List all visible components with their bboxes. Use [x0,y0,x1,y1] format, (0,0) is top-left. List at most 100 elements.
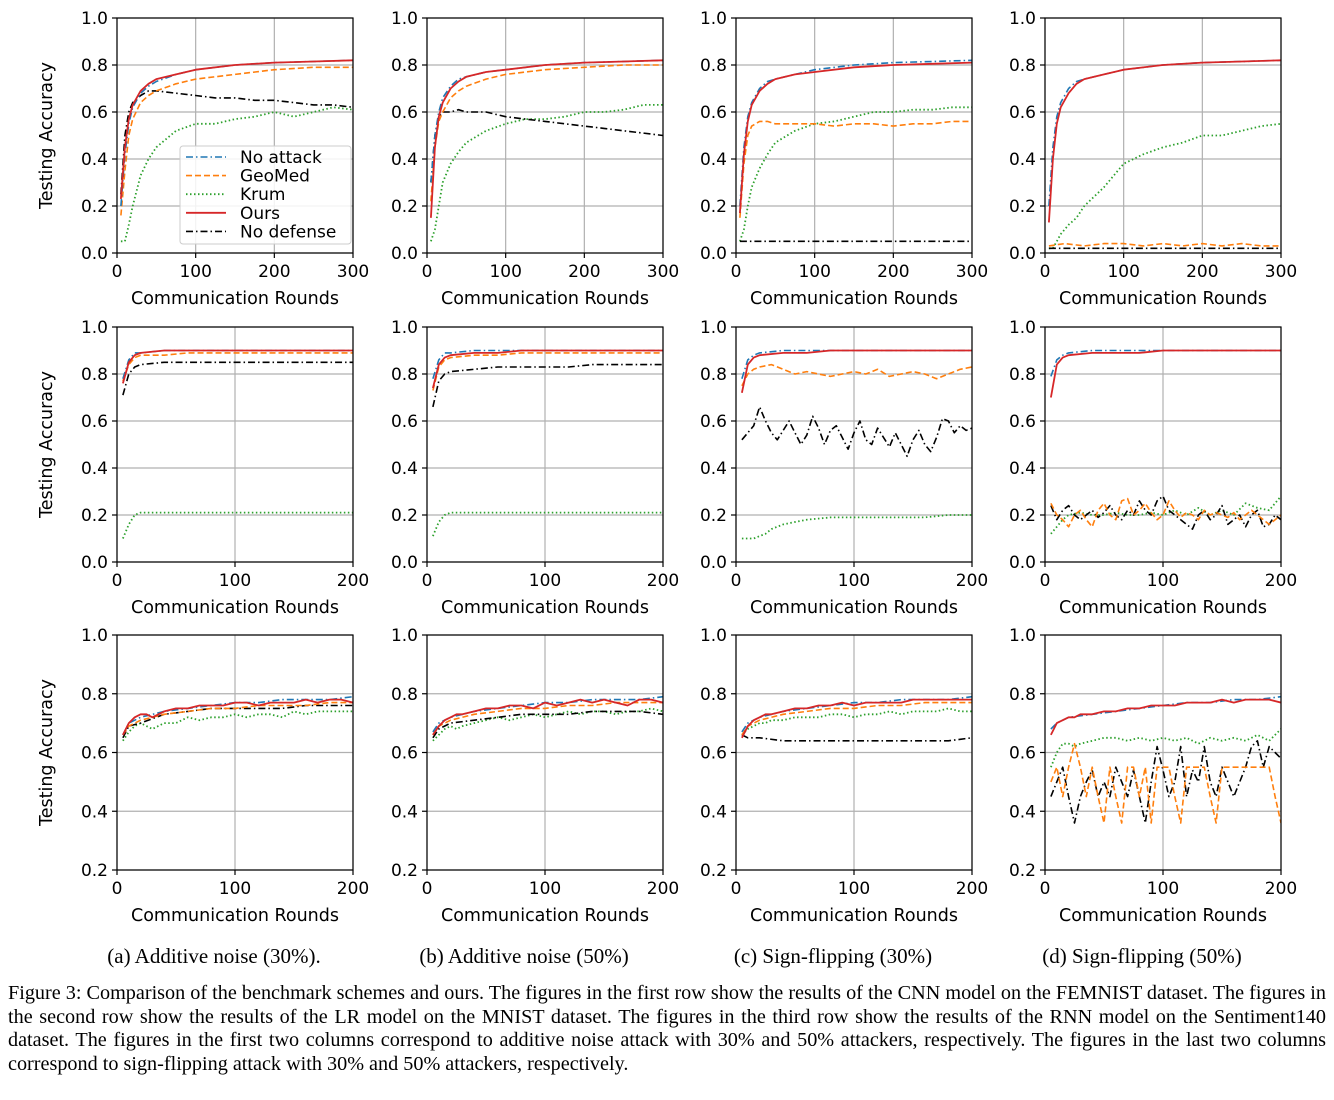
series-line-krum [432,511,663,537]
legend-label: No attack [240,148,322,168]
chart-panel-row3-d: 0 100 200 0.2 0.4 0.6 0.8 1.0 Communication Roun… [1009,626,1297,926]
axes-frame [1044,17,1282,254]
x-axis-label: Communication Rounds [131,289,339,309]
chart-panel-row2-c: 0 100 200 0.0 0.2 0.4 0.6 0.8 1.0 Communication R… [700,318,988,618]
chart-panel-row2-b: 0 100 200 0.0 0.2 0.4 0.6 0.8 1.0 Communication R… [391,318,679,618]
chart-panel-row3-a: 0 100 200 0.2 0.4 0.6 0.8 1.0 Communication Roun… [37,626,369,926]
x-tick-label: 100 [179,262,211,282]
series-line-no-defense [741,406,972,458]
chart-panel-row1-d: 0 100 200 300 0.0 0.2 0.4 0.6 0.8 1.0 Communicatio… [1009,9,1297,309]
axes-frame [426,17,664,254]
x-tick-label: 100 [529,879,561,899]
x-tick-label: 300 [1265,262,1297,282]
series-line-krum [122,511,353,539]
y-tick-label: 0.8 [1009,56,1036,76]
y-tick-label: 0.0 [1009,244,1036,264]
series-line-ours [122,698,353,736]
y-tick-label: 0.6 [700,744,727,764]
series-line-ours [1050,349,1281,398]
y-tick-label: 0.0 [700,244,727,264]
x-axis-label: Communication Rounds [1059,598,1267,618]
series-line-ours [120,59,353,199]
series-line-krum [741,514,972,540]
y-axis-label: Testing Accuracy [37,371,57,519]
series-line-no-defense [1050,495,1281,530]
x-tick-label: 100 [219,879,251,899]
series-line-geomed [1050,497,1281,528]
y-tick-label: 0.4 [81,459,108,479]
y-tick-label: 0.8 [1009,685,1036,705]
x-tick-label: 200 [1265,879,1297,899]
series-line-no-defense [430,108,663,183]
series-line-krum [1048,122,1281,250]
y-tick-label: 0.8 [81,685,108,705]
x-tick-label: 0 [422,571,433,591]
y-tick-label: 0.6 [700,103,727,123]
x-tick-label: 100 [1147,571,1179,591]
chart-panel-row1-c: 0 100 200 300 0.0 0.2 0.4 0.6 0.8 1.0 Communicatio… [700,9,988,309]
x-tick-label: 0 [422,262,433,282]
series-line-geomed [1048,242,1281,247]
x-tick-label: 0 [422,879,433,899]
y-tick-label: 0.2 [1009,197,1036,217]
legend-box [179,145,352,245]
x-tick-label: 300 [956,262,988,282]
y-tick-label: 0.4 [700,150,727,170]
x-tick-label: 200 [877,262,909,282]
x-tick-label: 200 [647,571,679,591]
legend-label: Ours [240,204,280,224]
x-axis-label: Communication Rounds [131,906,339,926]
y-tick-label: 0.4 [700,459,727,479]
y-tick-label: 0.6 [1009,103,1036,123]
y-tick-label: 0.0 [700,553,727,573]
y-tick-label: 1.0 [1009,626,1036,646]
x-tick-label: 100 [529,571,561,591]
x-tick-label: 0 [731,879,742,899]
y-axis-label: Testing Accuracy [37,62,57,210]
x-tick-label: 100 [838,879,870,899]
y-tick-label: 0.2 [700,197,727,217]
series-line-ours [741,349,972,393]
y-tick-label: 0.4 [81,802,108,822]
y-tick-label: 0.2 [700,506,727,526]
series-line-no-defense [120,90,353,195]
y-tick-label: 0.4 [81,150,108,170]
series-line-no-defense [432,363,663,408]
y-tick-label: 0.4 [1009,802,1036,822]
y-tick-label: 1.0 [1009,9,1036,29]
series-line-krum [122,710,353,742]
y-tick-label: 0.0 [81,244,108,264]
series-line-geomed [432,701,663,736]
y-tick-label: 0.4 [1009,150,1036,170]
subcaption-c: (c) Sign-flipping (30%) [733,944,933,968]
y-tick-label: 0.8 [391,365,418,385]
series-line-ours [432,698,663,736]
series-line-krum [1050,728,1281,768]
x-tick-label: 200 [647,879,679,899]
series-line-no-defense [122,361,353,396]
y-tick-label: 1.0 [700,318,727,338]
y-tick-label: 0.4 [391,459,418,479]
series-line-no-defense [432,710,663,739]
series-line-geomed [122,701,353,736]
y-tick-label: 0.2 [81,506,108,526]
x-tick-label: 0 [112,262,123,282]
x-tick-label: 200 [956,879,988,899]
y-tick-label: 0.8 [1009,365,1036,385]
x-tick-label: 200 [258,262,290,282]
y-tick-label: 0.2 [1009,506,1036,526]
y-tick-label: 0.8 [700,56,727,76]
series-line-no-attack [1050,349,1281,377]
series-line-krum [1050,495,1281,535]
series-line-krum [120,106,353,243]
y-tick-label: 1.0 [700,626,727,646]
series-line-geomed [1050,742,1281,824]
subcaption-a: (a) Additive noise (30%). [107,944,321,968]
x-tick-label: 100 [1147,879,1179,899]
series-line-geomed [741,701,972,736]
y-tick-label: 0.4 [391,802,418,822]
series-line-no-attack [739,59,972,207]
y-tick-label: 0.8 [391,685,418,705]
series-line-geomed [120,66,353,216]
y-tick-label: 0.2 [81,861,108,881]
